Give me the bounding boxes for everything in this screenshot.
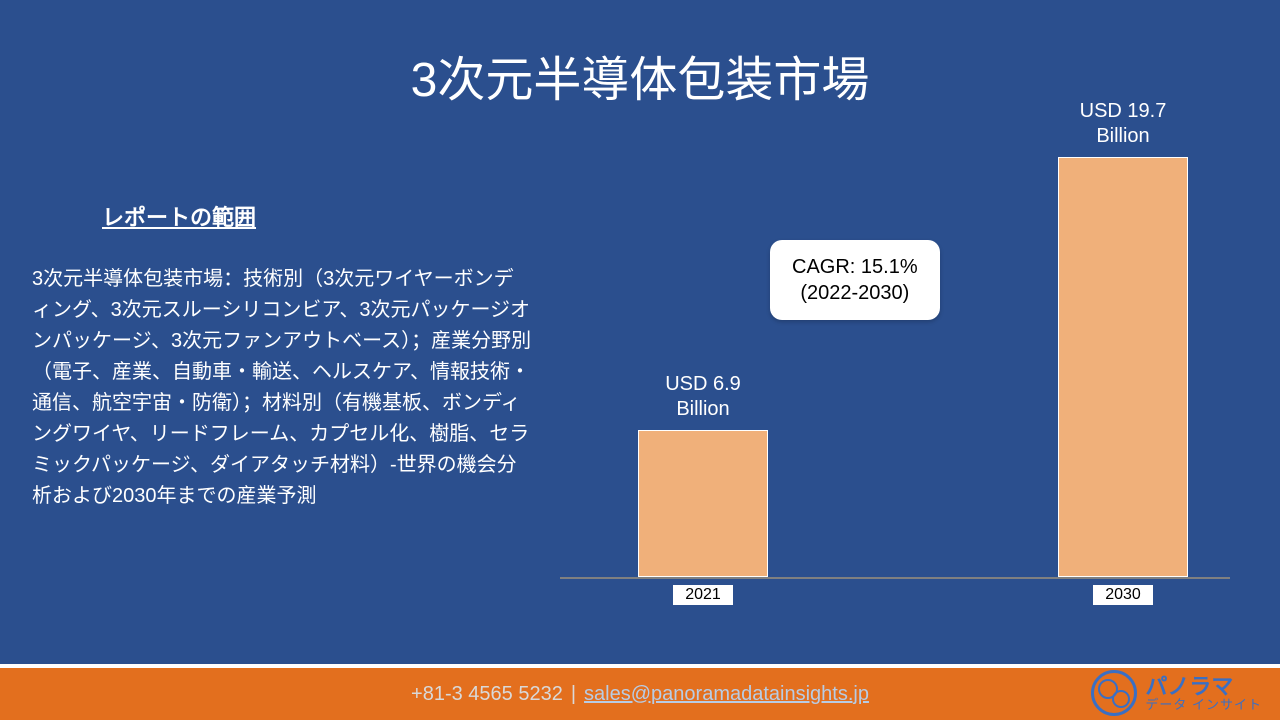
brand-text: パノラマ データ インサイト: [1145, 675, 1262, 712]
footer-phone: +81-3 4565 5232: [411, 683, 563, 706]
scope-body: 3次元半導体包装市場：技術別（3次元ワイヤーボンディング、3次元スルーシリコンビ…: [32, 264, 532, 512]
chart-baseline: [560, 577, 1230, 579]
cagr-callout: CAGR: 15.1%(2022-2030): [770, 240, 940, 320]
scope-heading: レポートの範囲: [102, 200, 532, 232]
bar-2021: [638, 430, 768, 577]
bar-category-label: 2021: [673, 585, 733, 605]
scope-block: レポートの範囲 3次元半導体包装市場：技術別（3次元ワイヤーボンディング、3次元…: [32, 200, 532, 512]
market-bar-chart: USD 6.9Billion2021USD 19.7Billion2030CAG…: [560, 130, 1240, 605]
slide: 3次元半導体包装市場 レポートの範囲 3次元半導体包装市場：技術別（3次元ワイヤ…: [0, 0, 1280, 720]
footer-bar: +81-3 4565 5232 | sales@panoramadatainsi…: [0, 664, 1280, 720]
bar-value-label: USD 6.9Billion: [618, 372, 788, 422]
bar-2030: [1058, 157, 1188, 577]
footer-separator: |: [571, 683, 576, 706]
globe-icon: [1091, 670, 1137, 716]
brand-line2: データ インサイト: [1145, 698, 1262, 712]
bar-category-label: 2030: [1093, 585, 1153, 605]
bar-value-label: USD 19.7Billion: [1038, 99, 1208, 149]
brand-logo: パノラマ データ インサイト: [1091, 670, 1262, 716]
footer-email-link[interactable]: sales@panoramadatainsights.jp: [584, 683, 869, 706]
brand-line1: パノラマ: [1145, 675, 1262, 698]
